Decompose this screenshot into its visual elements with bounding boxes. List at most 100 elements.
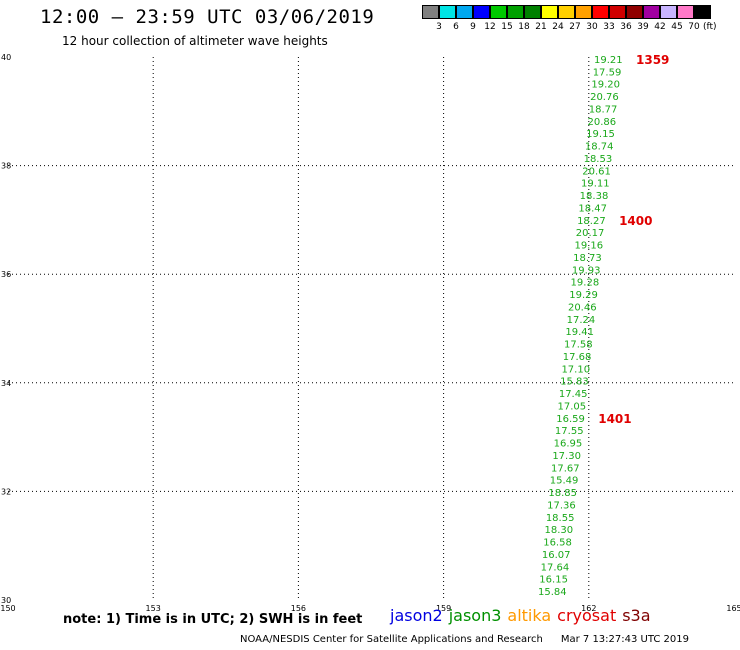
satellite-jason3: jason3 bbox=[448, 606, 502, 625]
wave-height-value: 19.28 bbox=[571, 278, 600, 289]
legend-swatch bbox=[439, 5, 456, 19]
legend-label: 42 bbox=[654, 22, 666, 32]
wave-height-value: 18.77 bbox=[589, 104, 618, 115]
wave-height-value: 17.58 bbox=[564, 340, 593, 351]
legend-label: 6 bbox=[453, 22, 459, 32]
legend-swatch bbox=[592, 5, 609, 19]
wave-height-value: 17.68 bbox=[563, 352, 592, 363]
wave-height-value: 15.83 bbox=[560, 377, 589, 388]
wave-height-value: 18.47 bbox=[578, 203, 607, 214]
wave-height-value: 17.30 bbox=[552, 451, 581, 462]
legend-label: 15 bbox=[501, 22, 513, 32]
legend-swatch bbox=[490, 5, 507, 19]
legend-label: 12 bbox=[484, 22, 496, 32]
wave-height-value: 17.05 bbox=[558, 401, 587, 412]
wave-height-value: 18.73 bbox=[573, 253, 602, 264]
wave-height-value: 15.84 bbox=[538, 587, 567, 598]
legend-swatch bbox=[558, 5, 575, 19]
legend-label: 39 bbox=[637, 22, 649, 32]
wave-height-value: 17.45 bbox=[559, 389, 588, 400]
wave-height-value: 16.59 bbox=[556, 414, 585, 425]
legend-label: 33 bbox=[603, 22, 615, 32]
footer: NOAA/NESDIS Center for Satellite Applica… bbox=[240, 634, 689, 645]
legend-label: 70 bbox=[688, 22, 700, 32]
legend-swatch bbox=[660, 5, 677, 19]
y-tick-label: 30 bbox=[1, 596, 11, 605]
legend-label: 27 bbox=[569, 22, 581, 32]
x-tick-label: 159 bbox=[436, 604, 451, 613]
wave-height-value: 19.93 bbox=[572, 265, 601, 276]
pass-time-label: 1359 bbox=[636, 53, 669, 67]
legend-swatch bbox=[456, 5, 473, 19]
wave-height-value: 19.21 bbox=[594, 55, 623, 66]
wave-height-value: 20.46 bbox=[568, 302, 597, 313]
wave-height-value: 17.55 bbox=[555, 426, 584, 437]
x-tick-label: 156 bbox=[291, 604, 306, 613]
wave-height-value: 17.24 bbox=[567, 315, 596, 326]
map-title: 12:00 – 23:59 UTC 03/06/2019 bbox=[40, 6, 375, 28]
legend-label: 36 bbox=[620, 22, 632, 32]
x-tick-label: 165 bbox=[726, 604, 740, 613]
satellite-jason2: jason2 bbox=[390, 606, 443, 625]
wave-height-value: 18.38 bbox=[580, 191, 609, 202]
satellite-altika: altika bbox=[507, 606, 552, 625]
y-tick-label: 40 bbox=[1, 53, 11, 62]
wave-height-value: 20.17 bbox=[576, 228, 605, 239]
wave-height-value: 19.11 bbox=[581, 179, 610, 190]
legend-swatch bbox=[694, 5, 711, 19]
wave-height-value: 18.30 bbox=[545, 525, 574, 536]
wave-height-value: 18.53 bbox=[584, 154, 613, 165]
wave-height-value: 19.15 bbox=[586, 129, 615, 140]
legend-swatch bbox=[609, 5, 626, 19]
footer-source: NOAA/NESDIS Center for Satellite Applica… bbox=[240, 634, 543, 645]
legend-label: 18 bbox=[518, 22, 530, 32]
wave-height-value: 18.85 bbox=[548, 488, 577, 499]
legend-label: 9 bbox=[470, 22, 476, 32]
wave-height-value: 19.20 bbox=[591, 80, 620, 91]
y-tick-label: 38 bbox=[1, 162, 11, 171]
wave-height-value: 18.74 bbox=[585, 142, 614, 153]
legend-swatch bbox=[524, 5, 541, 19]
y-tick-label: 36 bbox=[1, 270, 11, 279]
legend-swatch bbox=[541, 5, 558, 19]
map-subtitle: 12 hour collection of altimeter wave hei… bbox=[62, 34, 328, 48]
wave-height-value: 20.86 bbox=[587, 117, 616, 128]
satellite-cryosat: cryosat bbox=[557, 606, 617, 625]
legend-swatch bbox=[507, 5, 524, 19]
y-tick-label: 34 bbox=[1, 379, 11, 388]
legend-swatch bbox=[575, 5, 592, 19]
wave-height-value: 19.41 bbox=[565, 327, 594, 338]
wave-height-value: 17.10 bbox=[561, 364, 590, 375]
legend-label: 24 bbox=[552, 22, 564, 32]
legend-swatch bbox=[643, 5, 660, 19]
wave-height-value: 19.29 bbox=[569, 290, 598, 301]
wave-height-value: 16.58 bbox=[543, 538, 572, 549]
wave-height-value: 18.27 bbox=[577, 216, 606, 227]
wave-height-value: 17.36 bbox=[547, 500, 576, 511]
legend-label: 30 bbox=[586, 22, 598, 32]
legend-label: 21 bbox=[535, 22, 547, 32]
y-tick-label: 32 bbox=[1, 487, 11, 496]
x-tick-label: 162 bbox=[581, 604, 596, 613]
pass-time-label: 1401 bbox=[598, 412, 631, 426]
pass-time-label: 1400 bbox=[619, 214, 652, 228]
legend-label: 45 bbox=[671, 22, 683, 32]
legend-swatch bbox=[626, 5, 643, 19]
wave-height-value: 16.07 bbox=[542, 550, 571, 561]
x-tick-label: 150 bbox=[0, 604, 15, 613]
wave-height-value: 18.55 bbox=[546, 513, 575, 524]
footer-timestamp: Mar 7 13:27:43 UTC 2019 bbox=[560, 634, 689, 645]
wave-height-value: 17.64 bbox=[541, 562, 570, 573]
legend-swatch bbox=[473, 5, 490, 19]
legend-swatch bbox=[422, 5, 439, 19]
satellite-legend: jason2 jason3 altika cryosat s3a bbox=[390, 606, 657, 625]
wave-height-value: 20.76 bbox=[590, 92, 619, 103]
satellite-s3a: s3a bbox=[622, 606, 651, 625]
x-tick-label: 153 bbox=[146, 604, 161, 613]
wave-height-value: 16.95 bbox=[554, 439, 583, 450]
wave-height-value: 17.59 bbox=[593, 67, 622, 78]
legend-label: 3 bbox=[436, 22, 442, 32]
wave-height-value: 19.16 bbox=[574, 241, 603, 252]
